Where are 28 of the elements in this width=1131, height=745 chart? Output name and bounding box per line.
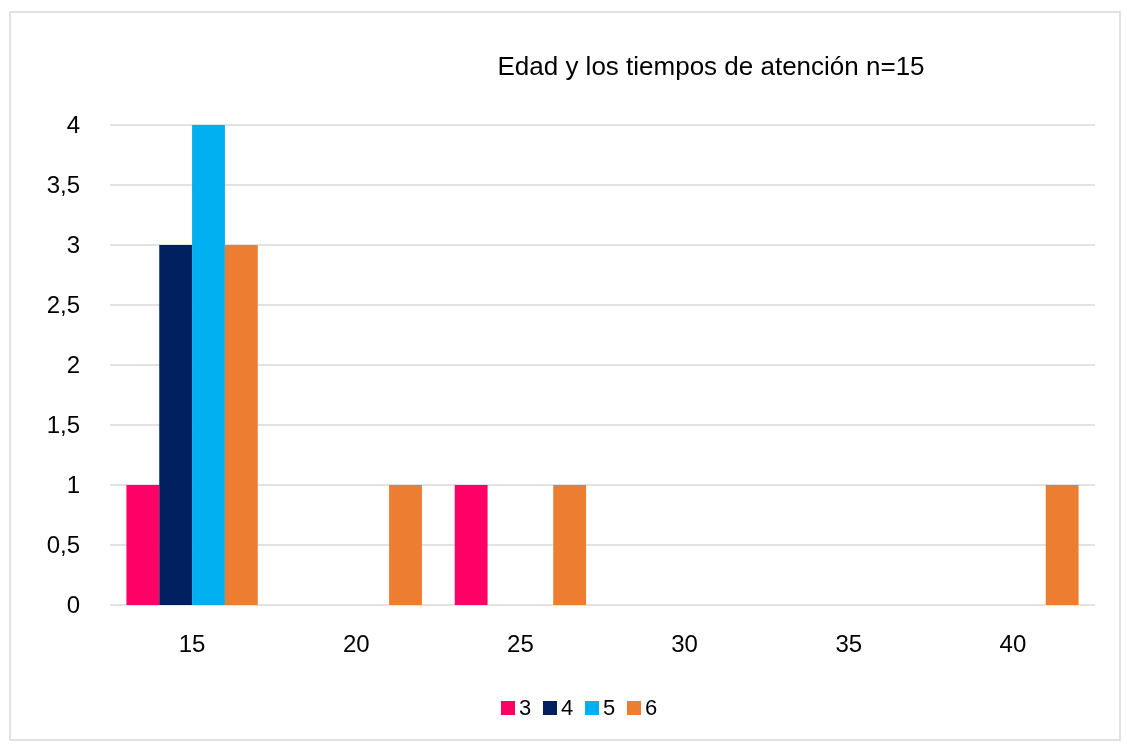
y-tick-label: 1,5 bbox=[46, 411, 80, 439]
x-tick-label: 15 bbox=[178, 630, 206, 658]
x-tick-label: 20 bbox=[342, 630, 370, 658]
bar bbox=[224, 245, 258, 605]
bar bbox=[126, 485, 160, 605]
bar bbox=[389, 485, 422, 605]
y-tick-label: 3,5 bbox=[46, 171, 80, 199]
y-tick-label: 3 bbox=[66, 231, 80, 259]
y-tick-label: 0,5 bbox=[46, 531, 80, 559]
x-tick-label: 30 bbox=[671, 630, 698, 658]
chart-title: Edad y los tiempos de atención n=15 bbox=[497, 51, 925, 81]
legend-label: 6 bbox=[645, 695, 658, 720]
y-tick-label: 0 bbox=[66, 591, 80, 619]
y-tick-label: 1 bbox=[66, 471, 80, 499]
bar bbox=[454, 485, 488, 605]
bar bbox=[159, 245, 193, 605]
x-tick-label: 25 bbox=[507, 630, 534, 658]
x-tick-label: 35 bbox=[835, 630, 863, 658]
legend-label: 4 bbox=[561, 695, 574, 720]
bar bbox=[1045, 485, 1079, 605]
bar bbox=[553, 485, 587, 605]
y-tick-label: 4 bbox=[66, 111, 80, 139]
legend-label: 3 bbox=[519, 695, 532, 720]
y-tick-label: 2,5 bbox=[46, 291, 80, 319]
legend-label: 5 bbox=[603, 695, 616, 720]
y-tick-label: 2 bbox=[66, 351, 80, 379]
x-tick-label: 40 bbox=[999, 630, 1027, 658]
bar bbox=[192, 125, 225, 605]
